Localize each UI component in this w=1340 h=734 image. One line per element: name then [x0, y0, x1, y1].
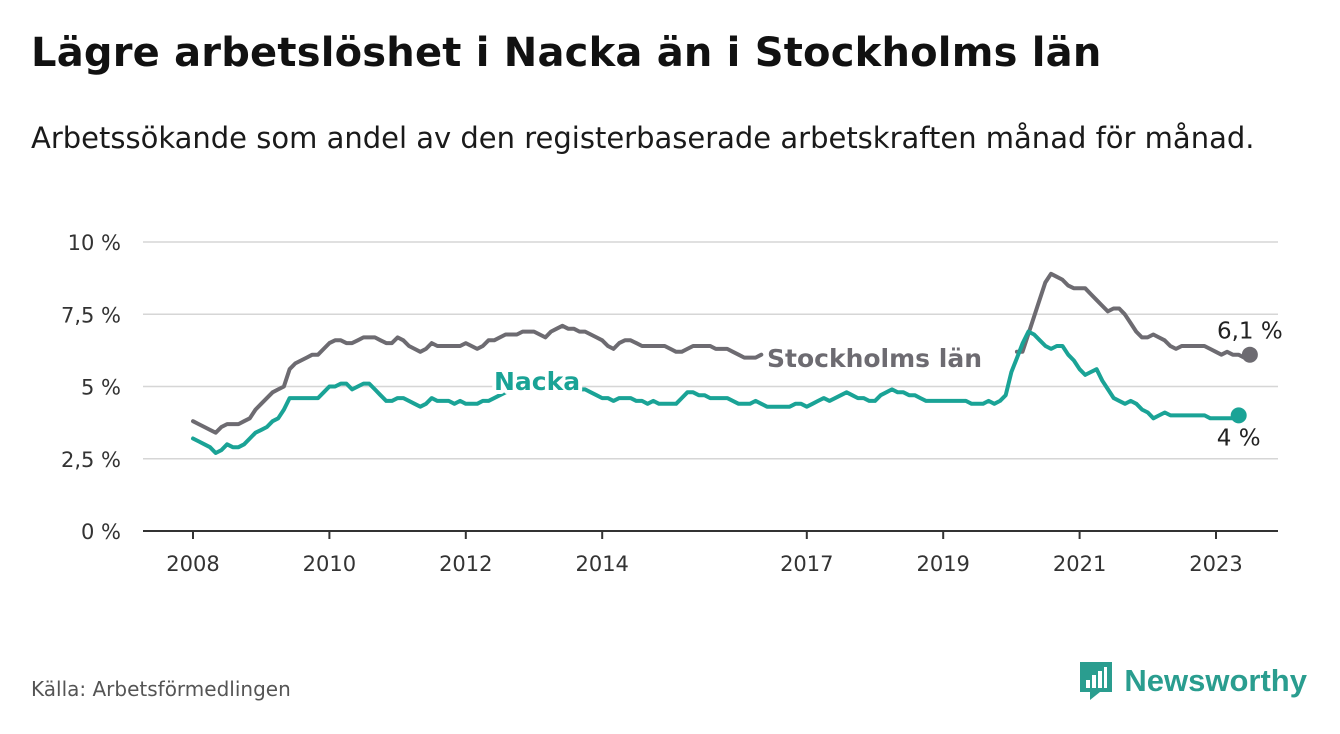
x-tick-label: 2010 [303, 552, 356, 576]
stockholm-end-point [1241, 346, 1258, 363]
series-labels: 6,1 % 4 % Stockholms län Nacka [490, 319, 1283, 452]
x-tick-label: 2017 [780, 552, 833, 576]
newsworthy-logo-icon [1080, 662, 1113, 700]
stockholm-end-label: 6,1 % [1217, 319, 1283, 345]
y-tick-label: 2,5 % [61, 448, 121, 472]
y-tick-label: 10 % [68, 231, 121, 255]
nacka-series-label: Nacka [494, 367, 580, 396]
source-note: Källa: Arbetsförmedlingen [31, 677, 291, 701]
nacka-end-point [1230, 407, 1247, 424]
brand-logo: Newsworthy [1078, 660, 1307, 702]
x-tick-label: 2021 [1053, 552, 1106, 576]
y-tick-label: 7,5 % [61, 303, 121, 327]
x-tick-label: 2014 [575, 552, 628, 576]
stockholm-series-label: Stockholms län [767, 344, 982, 373]
y-axis-labels: 0 % 2,5 % 5 % 7,5 % 10 % [61, 231, 121, 544]
stockholm-line [191, 323, 764, 435]
nacka-end-label: 4 % [1217, 425, 1261, 451]
x-tick-label: 2023 [1189, 552, 1242, 576]
chart-subtitle: Arbetssökande som andel av den registerb… [31, 121, 1255, 155]
grid-lines [143, 241, 1278, 460]
y-tick-label: 0 % [81, 520, 121, 544]
series-lines [191, 271, 1258, 455]
brand-name: Newsworthy [1124, 663, 1307, 698]
x-tick-label: 2019 [916, 552, 969, 576]
chart-title: Lägre arbetslöshet i Nacka än i Stockhol… [31, 30, 1102, 76]
y-tick-label: 5 % [81, 376, 121, 400]
x-tick-label: 2008 [166, 552, 219, 576]
stockholm-line [1014, 271, 1252, 360]
x-tick-label: 2012 [439, 552, 492, 576]
nacka-line [191, 329, 1241, 455]
x-axis: 2008 2010 2012 2014 2017 2019 2021 2023 [143, 530, 1278, 576]
